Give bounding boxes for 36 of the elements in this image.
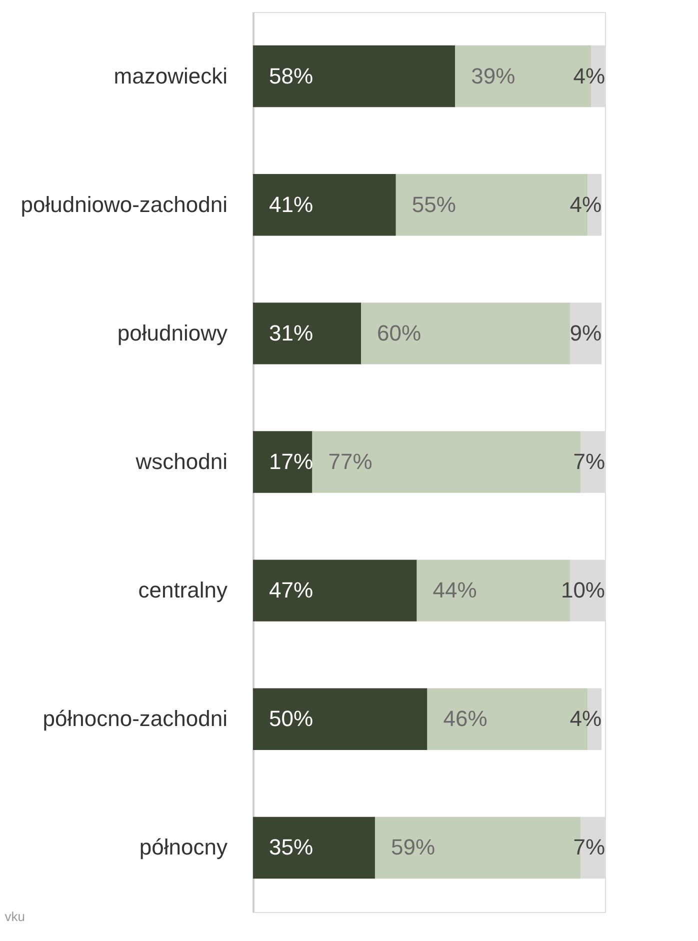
data-label: 7% xyxy=(573,449,605,474)
bar xyxy=(253,302,362,364)
data-label: 39% xyxy=(471,63,516,88)
data-label: 9% xyxy=(570,320,602,346)
data-label: 58% xyxy=(269,63,314,88)
data-label: 46% xyxy=(443,706,488,732)
data-label: 10% xyxy=(560,578,605,603)
data-label: 44% xyxy=(432,578,477,603)
y-tick-label: centralny xyxy=(138,578,228,603)
y-tick-label: południowo-zachodni xyxy=(20,192,228,217)
data-label: 4% xyxy=(573,63,605,88)
y-tick-label: północny xyxy=(139,834,228,860)
data-label: 50% xyxy=(269,706,314,732)
data-label: 77% xyxy=(328,449,372,474)
data-label: 47% xyxy=(269,578,314,603)
text: vku xyxy=(4,909,25,924)
data-label: 60% xyxy=(377,320,422,346)
data-label: 7% xyxy=(573,834,605,860)
y-tick-label: wschodni xyxy=(134,449,228,474)
data-label: 4% xyxy=(570,192,602,217)
bar xyxy=(570,302,602,364)
data-label: 55% xyxy=(412,192,456,217)
y-tick-label: południowy xyxy=(117,320,228,346)
y-tick-label: mazowiecki xyxy=(114,63,228,88)
data-label: 35% xyxy=(269,834,314,860)
data-label: 31% xyxy=(269,320,314,346)
bar xyxy=(253,816,375,879)
bar xyxy=(253,688,428,750)
y-tick-label: północno-zachodni xyxy=(42,706,228,732)
data-label: 41% xyxy=(269,192,314,217)
data-label: 59% xyxy=(390,834,436,860)
bar xyxy=(361,302,570,364)
data-label: 4% xyxy=(570,706,602,732)
bar xyxy=(253,174,396,236)
bar xyxy=(253,45,456,108)
bar xyxy=(253,560,417,622)
